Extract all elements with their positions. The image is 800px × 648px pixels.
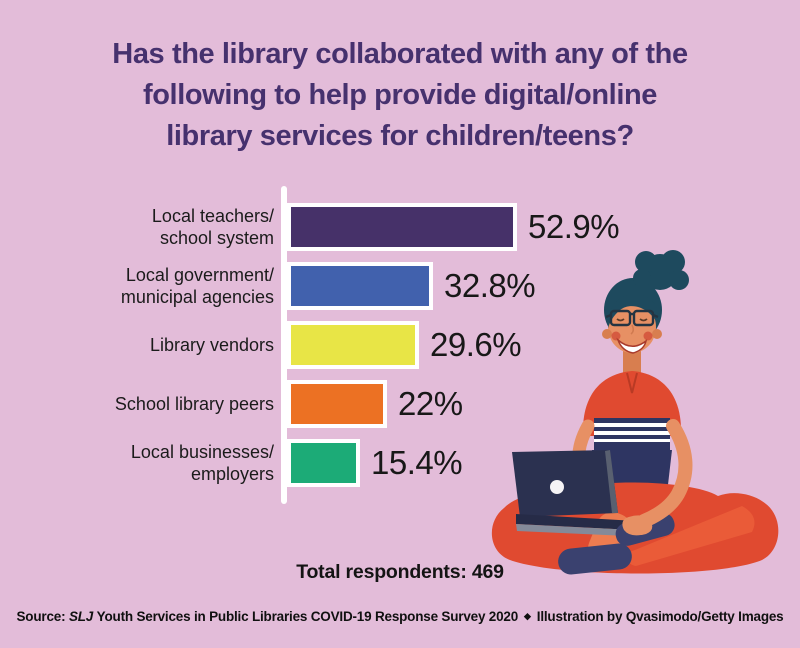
illustration-svg: [491, 250, 779, 575]
page-title: Has the library collaborated with any of…: [0, 34, 800, 157]
credit-text: Illustration by Qvasimodo/Getty Images: [536, 609, 784, 624]
bar-local-businesses: [287, 439, 360, 487]
stripe-3: [594, 439, 670, 442]
hand: [622, 515, 653, 536]
title-line-2: following to help provide digital/online: [142, 79, 658, 111]
ear-left: [602, 329, 612, 339]
ear-right: [652, 329, 662, 339]
illustration-woman-laptop: [480, 250, 800, 590]
bar-school-library-peers: [287, 380, 387, 428]
nose: [630, 324, 635, 335]
category-label-local-teachers: Local teachers/ school system: [151, 206, 274, 248]
shoe-lower: [558, 543, 632, 575]
category-label-school-library-peers: School library peers: [114, 394, 274, 414]
bar-local-government: [287, 262, 433, 310]
cheek-left: [611, 331, 621, 341]
face: [608, 301, 656, 353]
stripe-2: [594, 431, 670, 435]
total-respondents-note: Total respondents: 469: [296, 561, 504, 583]
bar-row-local-businesses: Local businesses/ employers 15.4%: [0, 439, 463, 487]
glasses-icon: [605, 309, 659, 327]
bar-value-local-government: 32.8%: [444, 267, 536, 304]
title-line-3: library services for children/teens?: [166, 120, 634, 152]
bar-value-library-vendors: 29.6%: [430, 326, 522, 363]
category-label-local-businesses: Local businesses/ employers: [130, 442, 274, 484]
bar-value-local-businesses: 15.4%: [371, 444, 463, 481]
diamond-separator-icon: ◆: [524, 611, 531, 621]
source-text: Youth Services in Public Libraries COVID…: [96, 609, 519, 624]
v-neck-line: [626, 372, 638, 394]
bar-library-vendors: [287, 321, 419, 369]
laptop-keyboard: [516, 514, 652, 531]
bar-local-teachers: [287, 203, 517, 251]
source-prefix: Source:: [16, 609, 66, 624]
hair-bun-bump-1: [635, 251, 657, 273]
hair-bun-bump-3: [669, 270, 689, 290]
stripe-1: [594, 423, 670, 427]
source-journal: SLJ: [68, 609, 94, 624]
hair-fringe: [608, 294, 658, 328]
closed-eyes: [616, 318, 648, 322]
source-line: Source: SLJ Youth Services in Public Lib…: [0, 609, 800, 624]
bar-row-school-library-peers: School library peers 22%: [0, 380, 463, 428]
chart-axis: [281, 186, 287, 504]
hair-bun-bump-2: [661, 250, 685, 274]
laptop-screen-edge: [605, 450, 618, 513]
shin-cross: [628, 506, 755, 566]
head: [602, 250, 689, 354]
bar-value-local-teachers: 52.9%: [528, 208, 620, 245]
right-arm: [637, 419, 693, 528]
title-line-1: Has the library collaborated with any of…: [112, 38, 688, 70]
bar-row-library-vendors: Library vendors 29.6%: [0, 321, 522, 369]
category-label-library-vendors: Library vendors: [149, 335, 274, 355]
bar-row-local-government: Local government/ municipal agencies 32.…: [0, 262, 536, 310]
cheek-right: [643, 331, 653, 341]
hair-bun-bump-4: [633, 269, 651, 287]
category-label-local-government: Local government/ municipal agencies: [120, 265, 274, 307]
bar-value-school-library-peers: 22%: [398, 385, 463, 422]
laptop-logo-dot: [550, 480, 564, 494]
bar-chart: Local teachers/ school system 52.9% Loca…: [0, 186, 620, 504]
bar-row-local-teachers: Local teachers/ school system 52.9%: [0, 203, 620, 251]
laptop-screen: [512, 450, 618, 517]
smile: [616, 337, 648, 354]
